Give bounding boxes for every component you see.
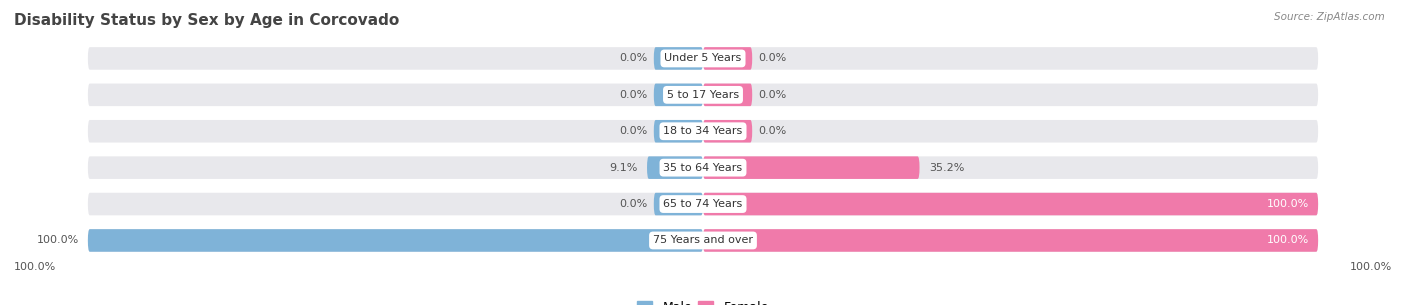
- FancyBboxPatch shape: [703, 193, 1319, 215]
- FancyBboxPatch shape: [703, 47, 1319, 70]
- FancyBboxPatch shape: [654, 47, 703, 70]
- Text: 100.0%: 100.0%: [1267, 235, 1309, 246]
- FancyBboxPatch shape: [703, 156, 920, 179]
- FancyBboxPatch shape: [87, 120, 703, 142]
- Text: Under 5 Years: Under 5 Years: [665, 53, 741, 63]
- Text: 0.0%: 0.0%: [758, 90, 786, 100]
- FancyBboxPatch shape: [654, 84, 703, 106]
- FancyBboxPatch shape: [703, 156, 1319, 179]
- Text: 0.0%: 0.0%: [620, 126, 648, 136]
- FancyBboxPatch shape: [647, 156, 703, 179]
- Text: Source: ZipAtlas.com: Source: ZipAtlas.com: [1274, 12, 1385, 22]
- Text: 35 to 64 Years: 35 to 64 Years: [664, 163, 742, 173]
- Text: 0.0%: 0.0%: [758, 126, 786, 136]
- Text: 75 Years and over: 75 Years and over: [652, 235, 754, 246]
- Text: 100.0%: 100.0%: [14, 262, 56, 272]
- FancyBboxPatch shape: [703, 120, 752, 142]
- FancyBboxPatch shape: [703, 229, 1319, 252]
- FancyBboxPatch shape: [654, 120, 703, 142]
- FancyBboxPatch shape: [703, 84, 752, 106]
- Text: 100.0%: 100.0%: [1267, 199, 1309, 209]
- Text: 100.0%: 100.0%: [1350, 262, 1392, 272]
- FancyBboxPatch shape: [703, 84, 1319, 106]
- FancyBboxPatch shape: [87, 84, 703, 106]
- Text: 9.1%: 9.1%: [609, 163, 638, 173]
- FancyBboxPatch shape: [87, 47, 703, 70]
- Text: 5 to 17 Years: 5 to 17 Years: [666, 90, 740, 100]
- FancyBboxPatch shape: [87, 229, 703, 252]
- Text: Disability Status by Sex by Age in Corcovado: Disability Status by Sex by Age in Corco…: [14, 13, 399, 28]
- Text: 0.0%: 0.0%: [758, 53, 786, 63]
- Text: 100.0%: 100.0%: [37, 235, 79, 246]
- FancyBboxPatch shape: [87, 193, 703, 215]
- Text: 0.0%: 0.0%: [620, 53, 648, 63]
- FancyBboxPatch shape: [703, 193, 1319, 215]
- FancyBboxPatch shape: [87, 156, 703, 179]
- FancyBboxPatch shape: [87, 229, 703, 252]
- FancyBboxPatch shape: [703, 120, 1319, 142]
- Legend: Male, Female: Male, Female: [633, 296, 773, 305]
- FancyBboxPatch shape: [703, 47, 752, 70]
- Text: 0.0%: 0.0%: [620, 90, 648, 100]
- Text: 0.0%: 0.0%: [620, 199, 648, 209]
- FancyBboxPatch shape: [703, 229, 1319, 252]
- Text: 18 to 34 Years: 18 to 34 Years: [664, 126, 742, 136]
- Text: 35.2%: 35.2%: [929, 163, 965, 173]
- FancyBboxPatch shape: [654, 193, 703, 215]
- Text: 65 to 74 Years: 65 to 74 Years: [664, 199, 742, 209]
